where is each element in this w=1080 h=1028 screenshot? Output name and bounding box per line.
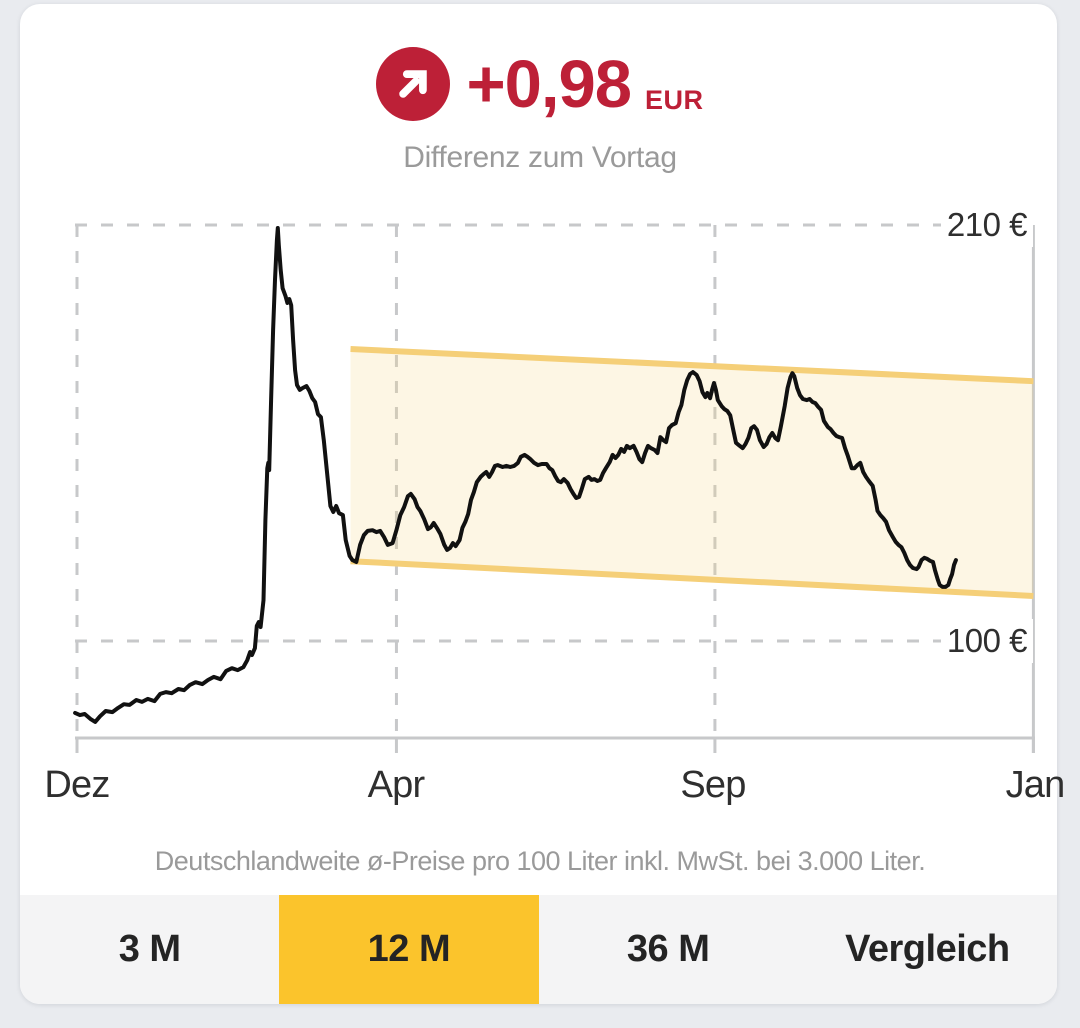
x-axis-label-apr: Apr bbox=[367, 764, 426, 806]
tab-36m[interactable]: 36 M bbox=[626, 928, 710, 970]
price-delta-currency: EUR bbox=[645, 85, 704, 115]
tab-3m[interactable]: 3 M bbox=[118, 928, 181, 970]
x-axis-label-jan: Jan bbox=[1005, 764, 1066, 806]
trend-band-top-edge bbox=[350, 346, 1034, 385]
trend-up-badge bbox=[376, 47, 451, 121]
tab-vergleich[interactable]: Vergleich bbox=[845, 928, 1010, 970]
trend-band-bottom-edge bbox=[350, 558, 1034, 599]
trend-band bbox=[350, 349, 1034, 596]
price-delta-header: +0,98 EUR bbox=[0, 42, 1080, 126]
chart-footnote: Deutschlandweite ø-Preise pro 100 Liter … bbox=[154, 846, 926, 876]
tab-12m[interactable]: 12 M bbox=[279, 895, 539, 1004]
price-delta-value: +0,98 bbox=[466, 46, 632, 122]
y-axis-label-210: 210 € bbox=[940, 203, 1033, 247]
x-axis-label-sep: Sep bbox=[680, 764, 746, 806]
price-line bbox=[73, 226, 958, 724]
price-line-chart bbox=[73, 223, 1035, 753]
arrow-up-right-icon bbox=[399, 70, 428, 98]
y-axis-label-100: 100 € bbox=[940, 619, 1033, 663]
price-card bbox=[20, 4, 1057, 1004]
x-axis-label-dez: Dez bbox=[44, 764, 110, 806]
range-tab-bar: 3 M 12 M 36 M Vergleich bbox=[20, 895, 1057, 1004]
price-delta-subtitle: Differenz zum Vortag bbox=[403, 141, 677, 174]
